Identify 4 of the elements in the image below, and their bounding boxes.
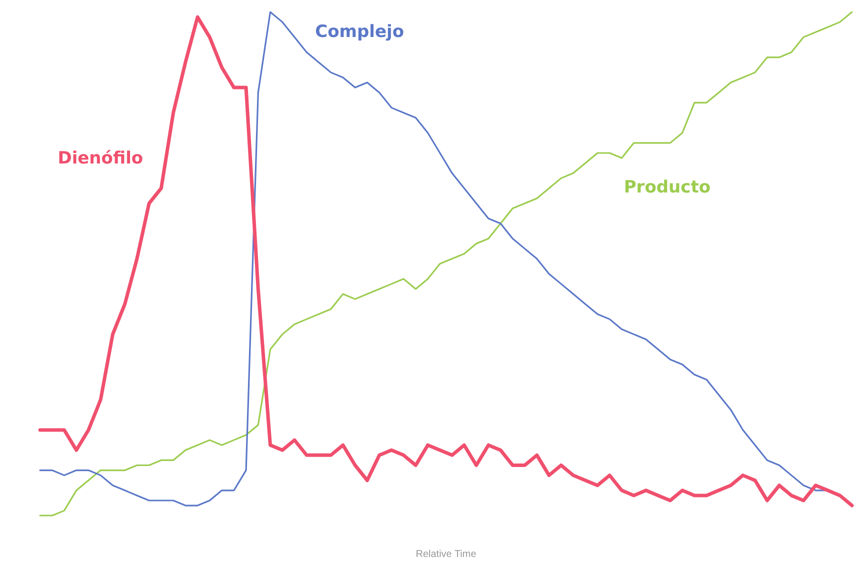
- series-label: Producto: [624, 177, 711, 198]
- x-axis-title: Relative Time: [416, 548, 477, 560]
- series-label: Dienófilo: [58, 148, 144, 169]
- series-label: Complejo: [315, 22, 404, 42]
